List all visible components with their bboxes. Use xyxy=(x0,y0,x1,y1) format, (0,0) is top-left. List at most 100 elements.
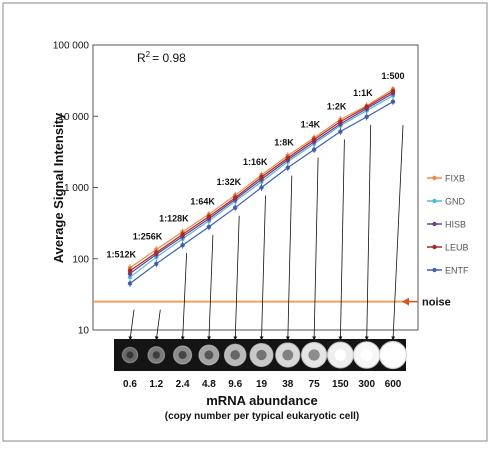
y-tick-label: 10 000 xyxy=(58,112,89,123)
series-layer xyxy=(127,85,396,287)
x-tick-label: 600 xyxy=(385,379,402,390)
spot-core xyxy=(178,350,187,360)
y-tick-label: 100 xyxy=(72,254,89,265)
spot-pointer-arrow xyxy=(285,175,293,341)
x-tick-label: 0.6 xyxy=(123,379,137,390)
spot-core xyxy=(334,349,347,361)
data-point xyxy=(206,224,212,230)
data-point xyxy=(127,275,133,280)
spot xyxy=(378,340,408,370)
data-point xyxy=(311,147,317,152)
dilution-label: 1:32K xyxy=(217,177,242,187)
data-point xyxy=(154,250,159,255)
legend-swatch-marker xyxy=(432,175,437,181)
spot-core xyxy=(386,348,400,362)
spot-pointer-arrow xyxy=(259,195,266,341)
spot-pointer-arrow xyxy=(391,125,404,341)
spot-pointer-arrow xyxy=(233,215,240,341)
spot-pointer-arrow xyxy=(312,157,319,341)
legend-label: FIXB xyxy=(445,174,465,184)
legend-swatch-marker xyxy=(432,221,437,227)
spot-core xyxy=(308,349,320,361)
spot-core xyxy=(152,351,161,359)
spot-core xyxy=(282,349,294,361)
x-axis-label: mRNA abundance xyxy=(206,393,317,408)
noise-label: noise xyxy=(422,297,451,309)
spot-pointer-arrow xyxy=(207,234,214,341)
y-axis-ticks: 10 100 1 000 10 000 100 000 xyxy=(53,41,98,337)
y-tick-label: 1 000 xyxy=(64,183,89,194)
spot-core xyxy=(230,350,241,360)
spot xyxy=(275,342,301,368)
data-point xyxy=(364,114,369,120)
data-point xyxy=(206,214,212,219)
data-point xyxy=(390,88,396,94)
legend: FIXB GND HISB LEUB ENTF xyxy=(427,174,469,276)
outer-border xyxy=(2,2,488,442)
data-point xyxy=(259,174,264,180)
spot xyxy=(352,341,381,369)
x-tick-label: 75 xyxy=(309,379,321,390)
legend-label: LEUB xyxy=(445,243,469,253)
noise-layer: noise xyxy=(93,297,451,309)
legend-label: HISB xyxy=(445,220,466,230)
dilution-label: 1:128K xyxy=(159,214,189,224)
data-point xyxy=(338,129,343,134)
data-point xyxy=(285,165,290,170)
y-axis-label: Average Signal Intensity xyxy=(51,112,66,263)
dilution-label: 1:8K xyxy=(274,138,294,148)
noise-pointer-arrowhead xyxy=(402,297,409,306)
x-tick-label: 38 xyxy=(282,379,294,390)
data-point xyxy=(233,205,238,210)
r-squared-label: R2 = 0.98 xyxy=(137,50,186,65)
spot-core xyxy=(204,350,214,360)
legend-label: ENTF xyxy=(445,266,469,276)
data-point xyxy=(285,155,290,161)
data-point xyxy=(259,185,264,190)
spot-core xyxy=(360,349,373,361)
spot-core xyxy=(126,351,134,359)
spot xyxy=(198,344,220,366)
spot xyxy=(326,341,354,369)
x-axis-sublabel: (copy number per typical eukaryotic cell… xyxy=(165,411,360,422)
data-point xyxy=(364,104,369,110)
data-point xyxy=(338,119,343,124)
data-point xyxy=(311,137,317,142)
x-tick-label: 4.8 xyxy=(202,379,216,390)
spot xyxy=(173,345,193,365)
arrow-layer xyxy=(128,124,404,341)
legend-label: GND xyxy=(445,197,466,207)
x-tick-label: 2.4 xyxy=(176,379,190,390)
dilution-label: 1:2K xyxy=(327,102,347,112)
spot xyxy=(223,343,247,367)
spot xyxy=(249,343,274,368)
dilution-label: 1:500 xyxy=(381,71,404,81)
series-line-entf xyxy=(129,101,394,284)
y-tick-label: 100 000 xyxy=(53,41,90,52)
x-axis-ticks: 0.6 1.2 2.4 4.8 9.6 19 38 75 150 300 600 xyxy=(123,379,402,390)
y-tick-label: 10 xyxy=(78,326,90,337)
data-point xyxy=(127,281,133,286)
dilution-label: 1:512K xyxy=(106,250,136,260)
spot-pointer-arrow xyxy=(180,253,187,341)
legend-swatch-marker xyxy=(432,198,437,204)
spot-layer xyxy=(121,340,408,370)
x-tick-label: 150 xyxy=(332,379,349,390)
dilution-label: 1:4K xyxy=(301,120,321,130)
spot-pointer-arrow xyxy=(154,309,161,341)
spot xyxy=(121,346,139,364)
dilution-label: 1:1K xyxy=(353,88,373,98)
dilution-label: 1:16K xyxy=(243,157,268,167)
dilution-label: 1:64K xyxy=(190,196,215,206)
spot-pointer-arrow xyxy=(364,124,372,341)
data-point xyxy=(390,99,396,104)
spot-core xyxy=(256,349,267,361)
spot-outer xyxy=(300,341,328,369)
x-tick-label: 19 xyxy=(256,379,268,390)
spot xyxy=(147,346,166,364)
spot-pointer-arrow xyxy=(128,309,135,341)
x-tick-label: 9.6 xyxy=(228,379,242,390)
legend-swatch-marker xyxy=(432,244,437,250)
